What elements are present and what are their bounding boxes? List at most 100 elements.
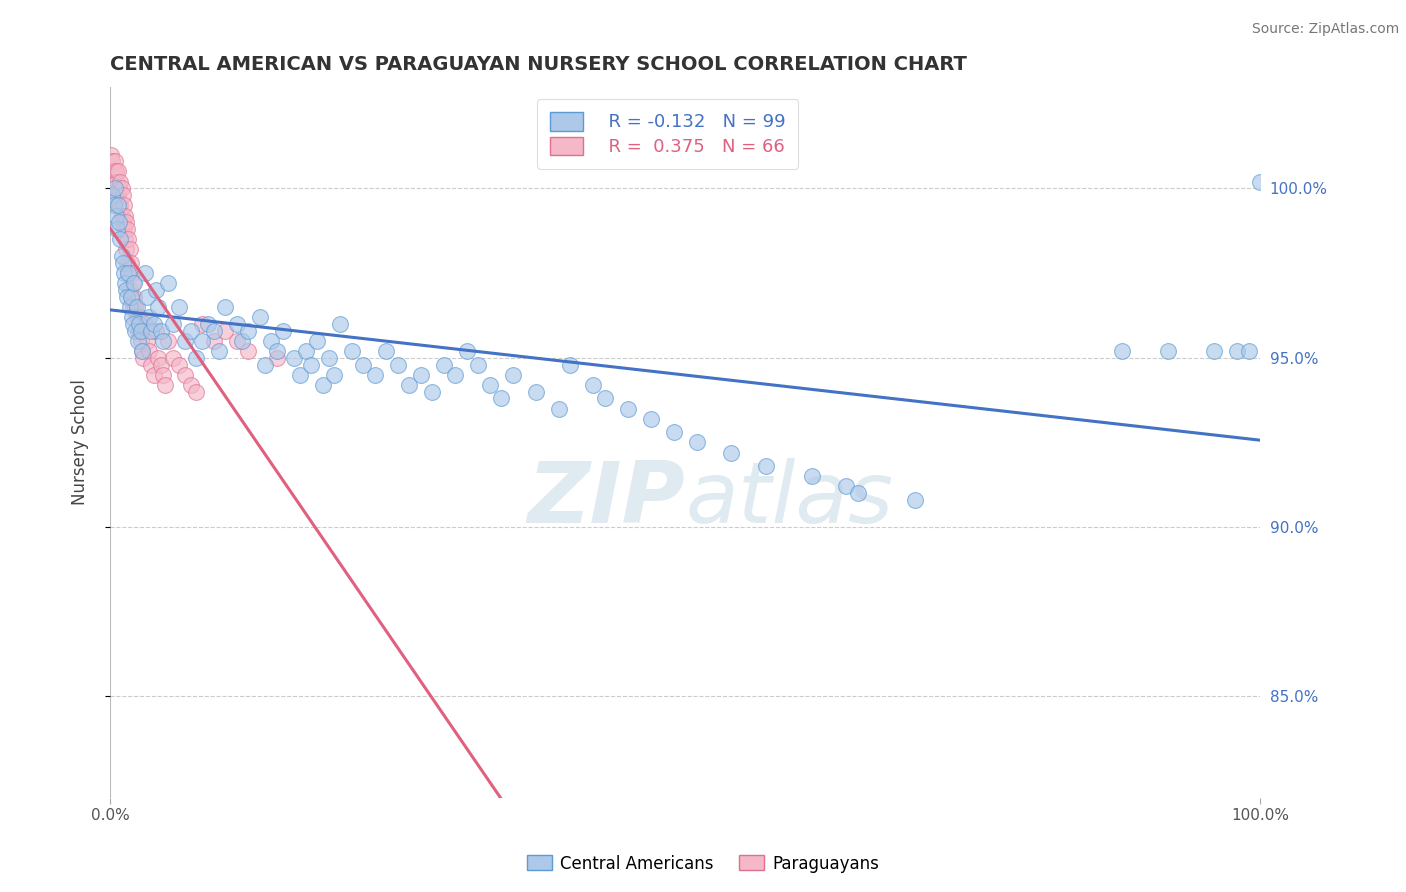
Point (180, 377, 202, 392)
Point (312, 377, 335, 392)
Legend: Central Americans, Paraguayans: Central Americans, Paraguayans (520, 848, 886, 880)
Point (112, 222, 135, 236)
Point (208, 343, 231, 358)
Point (375, 343, 398, 358)
Point (180, 324, 202, 338)
Point (104, 154, 127, 169)
Point (685, 435, 707, 450)
Point (231, 334, 253, 348)
Point (149, 358, 172, 372)
Point (156, 277, 179, 291)
Point (117, 290, 139, 304)
Point (103, 164, 125, 178)
Point (138, 343, 160, 358)
Point (162, 351, 184, 365)
Point (122, 290, 145, 304)
Point (1237, 343, 1260, 358)
Point (122, 300, 145, 314)
Point (214, 300, 236, 314)
Point (128, 317, 150, 331)
Point (134, 266, 156, 280)
Text: ZIP: ZIP (527, 458, 685, 541)
Point (129, 334, 152, 348)
Point (112, 198, 135, 212)
Point (115, 243, 138, 257)
Point (547, 401, 569, 416)
Point (131, 343, 153, 358)
Point (134, 317, 156, 331)
Point (103, 198, 125, 212)
Point (118, 300, 141, 314)
Point (363, 368, 385, 382)
Point (114, 209, 136, 223)
Point (110, 198, 132, 212)
Point (110, 209, 132, 223)
Point (283, 351, 305, 365)
Point (101, 188, 124, 202)
Point (186, 351, 208, 365)
Point (121, 266, 143, 280)
Point (105, 222, 128, 236)
Point (456, 343, 478, 358)
Point (202, 334, 225, 348)
Point (101, 154, 124, 169)
Point (117, 256, 139, 270)
Point (138, 310, 160, 325)
Point (125, 300, 148, 314)
Point (141, 324, 163, 338)
Point (107, 164, 129, 178)
Point (114, 277, 136, 291)
Point (103, 175, 125, 189)
Y-axis label: Nursery School: Nursery School (72, 379, 89, 506)
Point (593, 392, 616, 406)
Point (1111, 343, 1133, 358)
Point (127, 334, 149, 348)
Point (148, 351, 170, 365)
Point (173, 368, 195, 382)
Point (254, 358, 277, 372)
Point (202, 324, 225, 338)
Point (120, 290, 142, 304)
Point (107, 188, 129, 202)
Point (121, 310, 143, 325)
Point (129, 324, 152, 338)
Point (846, 486, 869, 500)
Point (129, 324, 152, 338)
Point (197, 317, 219, 331)
Point (904, 493, 927, 508)
Point (299, 358, 322, 372)
Point (225, 317, 247, 331)
Point (108, 181, 131, 195)
Point (1249, 175, 1271, 189)
Point (117, 222, 139, 236)
Point (271, 324, 294, 338)
Point (100, 147, 122, 161)
Point (135, 290, 157, 304)
Point (162, 317, 184, 331)
Point (167, 300, 190, 314)
Point (720, 445, 742, 459)
Point (236, 343, 259, 358)
Point (104, 181, 127, 195)
Point (149, 324, 172, 338)
Point (387, 358, 409, 372)
Point (105, 175, 128, 189)
Point (135, 334, 157, 348)
Point (110, 181, 132, 195)
Point (124, 324, 146, 338)
Point (104, 164, 127, 178)
Point (173, 334, 195, 348)
Point (444, 368, 467, 382)
Point (489, 392, 512, 406)
Point (156, 334, 179, 348)
Point (112, 266, 135, 280)
Point (132, 351, 155, 365)
Point (191, 334, 214, 348)
Point (266, 343, 288, 358)
Point (122, 277, 145, 291)
Point (145, 324, 167, 338)
Point (329, 317, 352, 331)
Point (110, 232, 132, 246)
Point (214, 324, 236, 338)
Point (117, 232, 139, 246)
